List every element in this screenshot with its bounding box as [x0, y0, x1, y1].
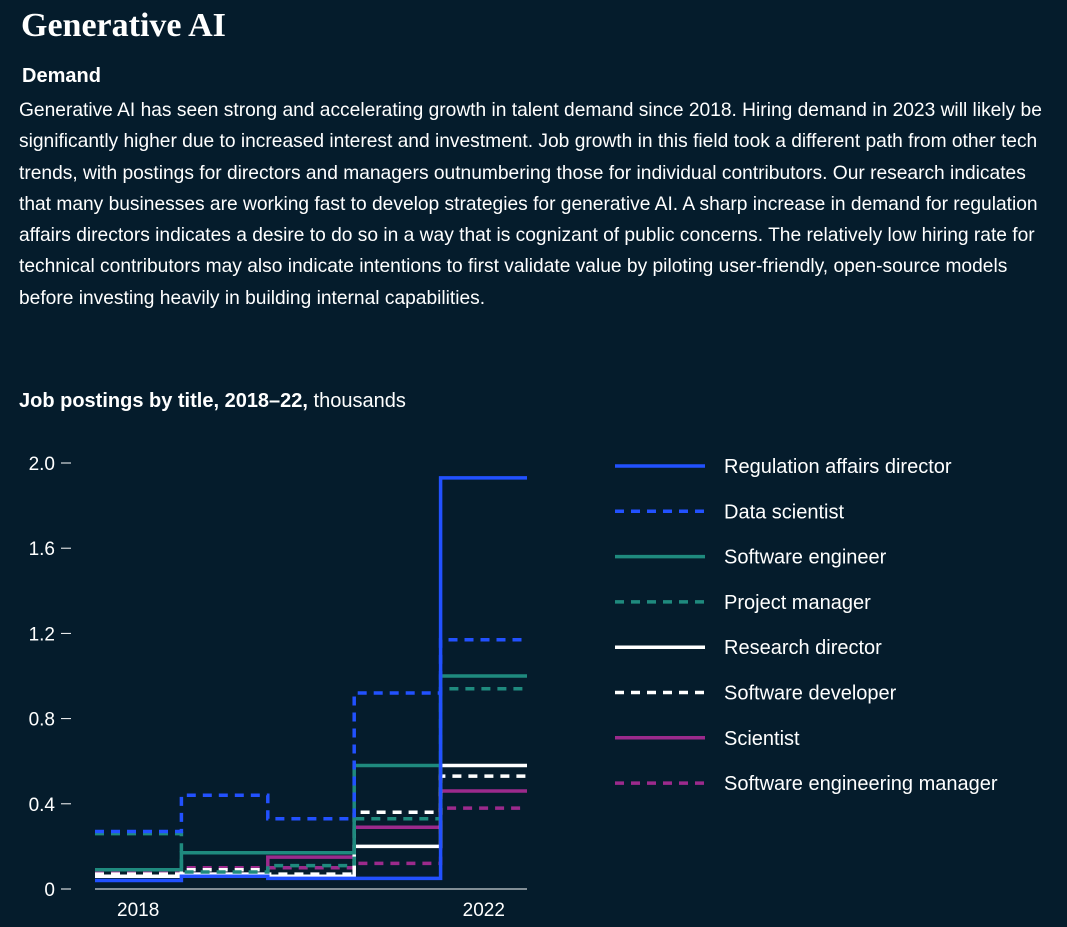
y-tick-label: 0.4	[29, 795, 56, 816]
series-line-research-director	[95, 763, 527, 878]
legend-label: Project manager	[724, 592, 871, 614]
x-tick-label: 2018	[117, 900, 159, 921]
legend-label: Research director	[724, 637, 882, 659]
legend-label: Regulation affairs director	[724, 456, 952, 478]
legend-label: Software engineer	[724, 547, 887, 569]
y-tick-label: 2.0	[29, 454, 55, 475]
series-line-regulation-affairs-director	[95, 476, 527, 883]
legend-item: Software developer	[615, 683, 897, 705]
chart-title-unit: thousands	[313, 390, 406, 412]
page-title: Generative AI	[21, 7, 226, 44]
y-tick-label: 0.8	[29, 710, 55, 731]
y-tick-label: 0	[44, 880, 55, 901]
legend-label: Scientist	[724, 728, 800, 750]
section-heading: Demand	[22, 65, 101, 87]
series-line-data-scientist	[95, 638, 527, 834]
legend-item: Research director	[615, 637, 882, 659]
series-line-project-manager	[95, 687, 527, 874]
legend-item: Software engineering manager	[615, 773, 998, 795]
y-tick-label: 1.2	[29, 624, 55, 645]
legend-label: Software engineering manager	[724, 773, 998, 795]
series-line-software-engineer	[95, 674, 527, 872]
step-line-chart: 0 0.4 0.8 1.2 1.6 2.0 2018 2022 Regulation aff…	[29, 454, 998, 921]
legend-item: Data scientist	[615, 501, 844, 523]
legend-item: Project manager	[615, 592, 871, 614]
x-tick-label: 2022	[463, 900, 505, 921]
chart-title: Job postings by title, 2018–22, thousand…	[19, 388, 406, 414]
y-axis: 0 0.4 0.8 1.2 1.6 2.0	[29, 454, 71, 901]
body-paragraph: Generative AI has seen strong and accele…	[19, 100, 1042, 309]
legend-item: Software engineer	[615, 547, 887, 569]
y-tick-label: 1.6	[29, 539, 55, 560]
legend-label: Data scientist	[724, 501, 844, 523]
legend: Regulation affairs director Data scientis…	[615, 456, 998, 795]
series-lines	[95, 476, 527, 883]
legend-item: Scientist	[615, 728, 800, 750]
legend-label: Software developer	[724, 683, 897, 705]
x-axis: 2018 2022	[95, 888, 527, 921]
chart-title-main: Job postings by title, 2018–22,	[19, 390, 308, 412]
legend-item: Regulation affairs director	[615, 456, 952, 478]
